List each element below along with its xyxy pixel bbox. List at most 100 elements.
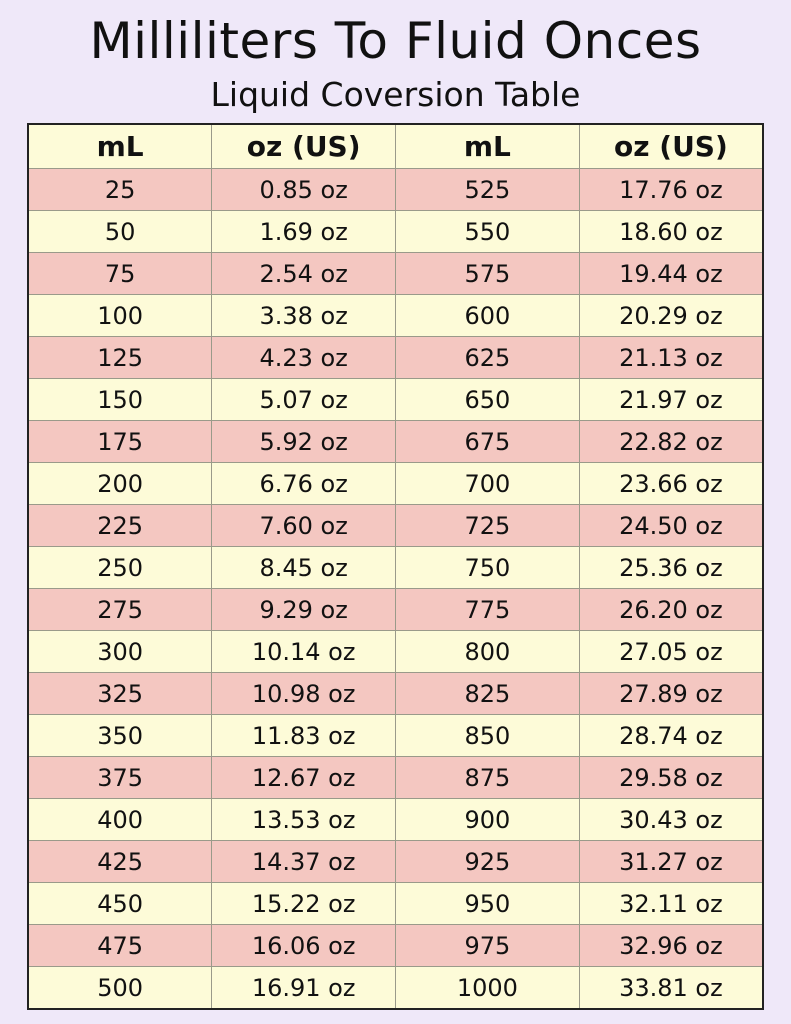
cell-ml-2: 650: [395, 378, 580, 421]
table-row: 325 10.98 oz 825 27.89 oz: [27, 672, 764, 715]
cell-oz-1: 16.91 oz: [211, 966, 396, 1010]
cell-ml-1: 300: [27, 630, 213, 673]
cell-oz-1: 7.60 oz: [211, 504, 396, 547]
cell-oz-1: 8.45 oz: [211, 546, 396, 589]
cell-ml-1: 425: [27, 840, 213, 883]
cell-oz-1: 5.07 oz: [211, 378, 396, 421]
table-row: 175 5.92 oz 675 22.82 oz: [27, 420, 764, 463]
cell-ml-2: 625: [395, 336, 580, 379]
cell-ml-1: 25: [27, 168, 213, 211]
cell-ml-2: 700: [395, 462, 580, 505]
cell-ml-1: 375: [27, 756, 213, 799]
cell-ml-1: 175: [27, 420, 213, 463]
table-row: 450 15.22 oz 950 32.11 oz: [27, 882, 764, 925]
cell-ml-2: 925: [395, 840, 580, 883]
table-row: 75 2.54 oz 575 19.44 oz: [27, 252, 764, 295]
cell-ml-1: 400: [27, 798, 213, 841]
cell-ml-2: 775: [395, 588, 580, 631]
cell-oz-1: 4.23 oz: [211, 336, 396, 379]
cell-oz-1: 16.06 oz: [211, 924, 396, 967]
header-row: mL oz (US) mL oz (US): [27, 123, 764, 169]
cell-oz-2: 32.96 oz: [578, 924, 764, 967]
cell-ml-1: 475: [27, 924, 213, 967]
cell-oz-2: 25.36 oz: [578, 546, 764, 589]
cell-ml-2: 1000: [395, 966, 580, 1010]
cell-ml-1: 325: [27, 672, 213, 715]
cell-oz-2: 26.20 oz: [578, 588, 764, 631]
cell-oz-2: 29.58 oz: [578, 756, 764, 799]
cell-oz-1: 5.92 oz: [211, 420, 396, 463]
cell-oz-1: 10.98 oz: [211, 672, 396, 715]
cell-oz-2: 28.74 oz: [578, 714, 764, 757]
cell-oz-2: 20.29 oz: [578, 294, 764, 337]
cell-oz-1: 1.69 oz: [211, 210, 396, 253]
cell-ml-1: 100: [27, 294, 213, 337]
table-row: 125 4.23 oz 625 21.13 oz: [27, 336, 764, 379]
cell-oz-2: 24.50 oz: [578, 504, 764, 547]
cell-ml-2: 800: [395, 630, 580, 673]
cell-oz-1: 11.83 oz: [211, 714, 396, 757]
cell-ml-2: 550: [395, 210, 580, 253]
cell-oz-1: 6.76 oz: [211, 462, 396, 505]
cell-oz-1: 14.37 oz: [211, 840, 396, 883]
cell-oz-2: 31.27 oz: [578, 840, 764, 883]
header-ml-1: mL: [27, 123, 213, 169]
table-row: 375 12.67 oz 875 29.58 oz: [27, 756, 764, 799]
page-subtitle: Liquid Coversion Table: [210, 75, 581, 114]
conversion-table: mL oz (US) mL oz (US) 25 0.85 oz 525 17.76 …: [27, 123, 764, 1010]
cell-oz-1: 9.29 oz: [211, 588, 396, 631]
cell-ml-1: 125: [27, 336, 213, 379]
cell-oz-2: 27.89 oz: [578, 672, 764, 715]
cell-oz-2: 19.44 oz: [578, 252, 764, 295]
cell-oz-1: 3.38 oz: [211, 294, 396, 337]
cell-ml-1: 75: [27, 252, 213, 295]
cell-oz-2: 23.66 oz: [578, 462, 764, 505]
cell-ml-2: 850: [395, 714, 580, 757]
cell-ml-2: 575: [395, 252, 580, 295]
cell-ml-1: 450: [27, 882, 213, 925]
table-row: 50 1.69 oz 550 18.60 oz: [27, 210, 764, 253]
table-row: 225 7.60 oz 725 24.50 oz: [27, 504, 764, 547]
cell-ml-2: 600: [395, 294, 580, 337]
cell-ml-2: 750: [395, 546, 580, 589]
cell-ml-1: 250: [27, 546, 213, 589]
table-row: 200 6.76 oz 700 23.66 oz: [27, 462, 764, 505]
table-row: 150 5.07 oz 650 21.97 oz: [27, 378, 764, 421]
cell-oz-2: 21.13 oz: [578, 336, 764, 379]
cell-oz-1: 13.53 oz: [211, 798, 396, 841]
cell-ml-1: 275: [27, 588, 213, 631]
cell-ml-1: 150: [27, 378, 213, 421]
table-row: 400 13.53 oz 900 30.43 oz: [27, 798, 764, 841]
table-row: 100 3.38 oz 600 20.29 oz: [27, 294, 764, 337]
cell-oz-2: 32.11 oz: [578, 882, 764, 925]
cell-ml-2: 525: [395, 168, 580, 211]
table-row: 300 10.14 oz 800 27.05 oz: [27, 630, 764, 673]
table-row: 350 11.83 oz 850 28.74 oz: [27, 714, 764, 757]
cell-ml-2: 825: [395, 672, 580, 715]
cell-ml-2: 900: [395, 798, 580, 841]
cell-oz-1: 2.54 oz: [211, 252, 396, 295]
page-title: Milliliters To Fluid Onces: [89, 12, 702, 70]
cell-ml-2: 875: [395, 756, 580, 799]
cell-ml-2: 725: [395, 504, 580, 547]
table-row: 275 9.29 oz 775 26.20 oz: [27, 588, 764, 631]
cell-oz-1: 0.85 oz: [211, 168, 396, 211]
cell-ml-2: 975: [395, 924, 580, 967]
cell-ml-1: 350: [27, 714, 213, 757]
cell-oz-2: 18.60 oz: [578, 210, 764, 253]
table-row: 500 16.91 oz 1000 33.81 oz: [27, 966, 764, 1010]
cell-ml-1: 50: [27, 210, 213, 253]
cell-oz-2: 17.76 oz: [578, 168, 764, 211]
cell-ml-2: 950: [395, 882, 580, 925]
cell-ml-2: 675: [395, 420, 580, 463]
header-oz-2: oz (US): [578, 123, 764, 169]
cell-oz-2: 33.81 oz: [578, 966, 764, 1010]
cell-oz-1: 15.22 oz: [211, 882, 396, 925]
cell-oz-2: 30.43 oz: [578, 798, 764, 841]
table-row: 425 14.37 oz 925 31.27 oz: [27, 840, 764, 883]
cell-ml-1: 500: [27, 966, 213, 1010]
cell-oz-1: 12.67 oz: [211, 756, 396, 799]
cell-ml-1: 200: [27, 462, 213, 505]
table-row: 25 0.85 oz 525 17.76 oz: [27, 168, 764, 211]
header-ml-2: mL: [395, 123, 580, 169]
